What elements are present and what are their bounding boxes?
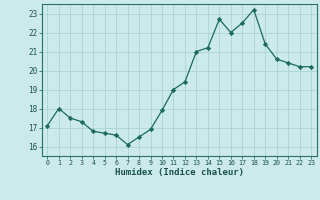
X-axis label: Humidex (Indice chaleur): Humidex (Indice chaleur) — [115, 168, 244, 177]
